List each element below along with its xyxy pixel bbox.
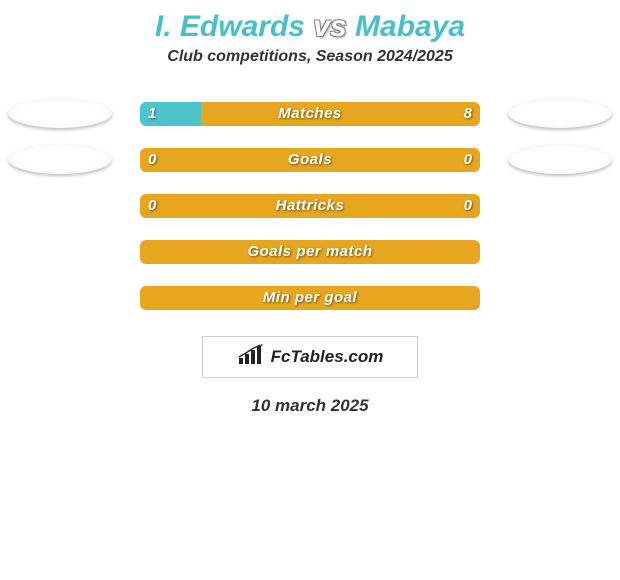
stat-row: Goals0 0 (0, 138, 620, 184)
subtitle: Club competitions, Season 2024/2025 (0, 48, 620, 66)
date-text: 10 march 2025 (0, 396, 620, 416)
comparison-widget: I. Edwards vs Mabaya Club competitions, … (0, 0, 620, 580)
stat-right-value: 0 (464, 148, 472, 172)
vs-text: vs (313, 10, 346, 43)
player1-badge (8, 98, 112, 128)
brand-badge[interactable]: FcTables.com (202, 336, 418, 378)
player1-name: I. Edwards (155, 10, 305, 43)
stat-bar: Goals0 0 (140, 148, 480, 172)
stat-label: Min per goal (140, 286, 480, 310)
barchart-icon (237, 344, 265, 371)
stat-label: Goals per match (140, 240, 480, 264)
stat-bar: Goals per match (140, 240, 480, 264)
player2-badge (508, 144, 612, 174)
stat-right-value: 0 (464, 194, 472, 218)
stat-row: Goals per match (0, 230, 620, 276)
stat-row: Hattricks0 0 (0, 184, 620, 230)
stat-left-value: 1 (148, 102, 156, 126)
stat-label: Goals (140, 148, 480, 172)
page-title: I. Edwards vs Mabaya (0, 0, 620, 48)
stat-bar: Min per goal (140, 286, 480, 310)
player2-badge (508, 98, 612, 128)
stats-rows: Matches18Goals00Hattricks00Goals per mat… (0, 92, 620, 322)
stat-row: Min per goal (0, 276, 620, 322)
stat-left-value: 0 (148, 194, 156, 218)
stat-label: Hattricks (140, 194, 480, 218)
stat-bar: Matches1 8 (140, 102, 480, 126)
stat-bar: Hattricks0 0 (140, 194, 480, 218)
player2-name: Mabaya (355, 10, 465, 43)
stat-right-value: 8 (464, 102, 472, 126)
stat-left-value: 0 (148, 148, 156, 172)
brand-text: FcTables.com (271, 347, 384, 367)
player1-badge (8, 144, 112, 174)
stat-label: Matches (140, 102, 480, 126)
stat-row: Matches1 8 (0, 92, 620, 138)
